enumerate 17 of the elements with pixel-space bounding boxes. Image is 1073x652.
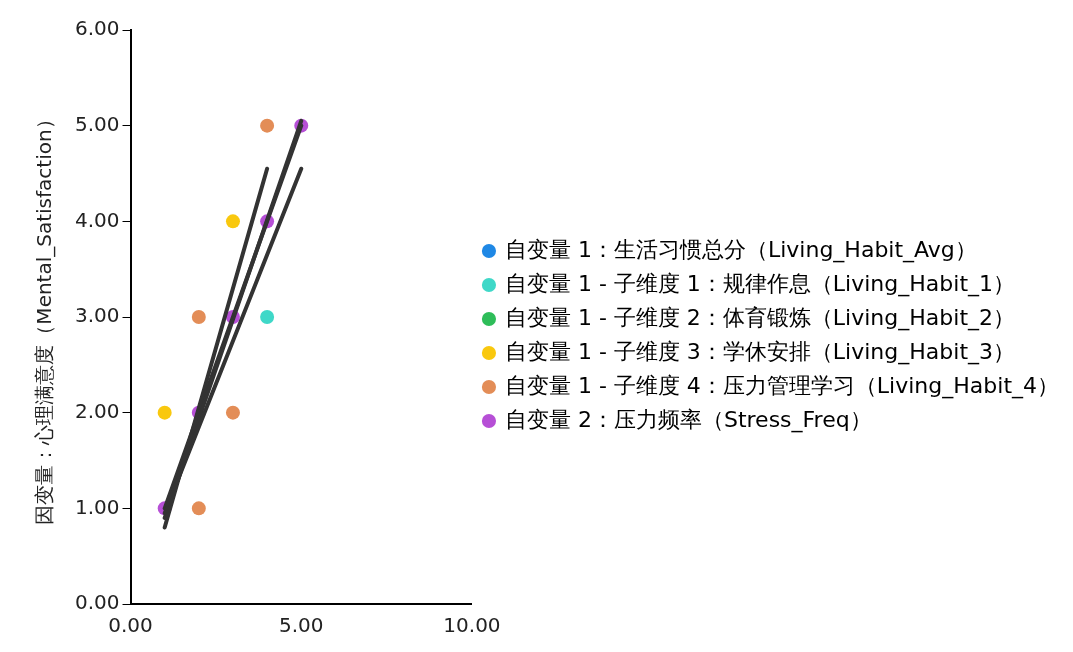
legend-label: 自变量 1 - 子维度 2：体育锻炼（Living_Habit_2） — [504, 304, 1016, 331]
x-tick-label: 0.00 — [108, 613, 153, 638]
x-tick-label: 10.00 — [443, 613, 501, 638]
y-tick-label: 0.00 — [75, 590, 120, 615]
y-axis-title: 因变量：心理满意度（Mental_Satisfaction） — [32, 109, 57, 525]
y-tick-label: 3.00 — [75, 303, 120, 328]
legend-label: 自变量 1 - 子维度 1：规律作息（Living_Habit_1） — [504, 270, 1016, 297]
legend-label: 自变量 2：压力频率（Stress_Freq） — [504, 406, 872, 433]
y-tick-label: 2.00 — [75, 398, 120, 423]
y-tick-label: 5.00 — [75, 111, 120, 136]
x-tick-label: 5.00 — [278, 613, 324, 638]
legend-label: 自变量 1：生活习惯总分（Living_Habit_Avg） — [504, 236, 977, 263]
legend-label: 自变量 1 - 子维度 4：压力管理学习（Living_Habit_4） — [504, 372, 1060, 399]
y-tick-label: 4.00 — [75, 207, 120, 232]
legend-label: 自变量 1 - 子维度 3：学休安排（Living_Habit_3） — [504, 338, 1016, 365]
y-tick-label: 6.00 — [75, 16, 120, 41]
y-tick-label: 1.00 — [75, 494, 120, 519]
